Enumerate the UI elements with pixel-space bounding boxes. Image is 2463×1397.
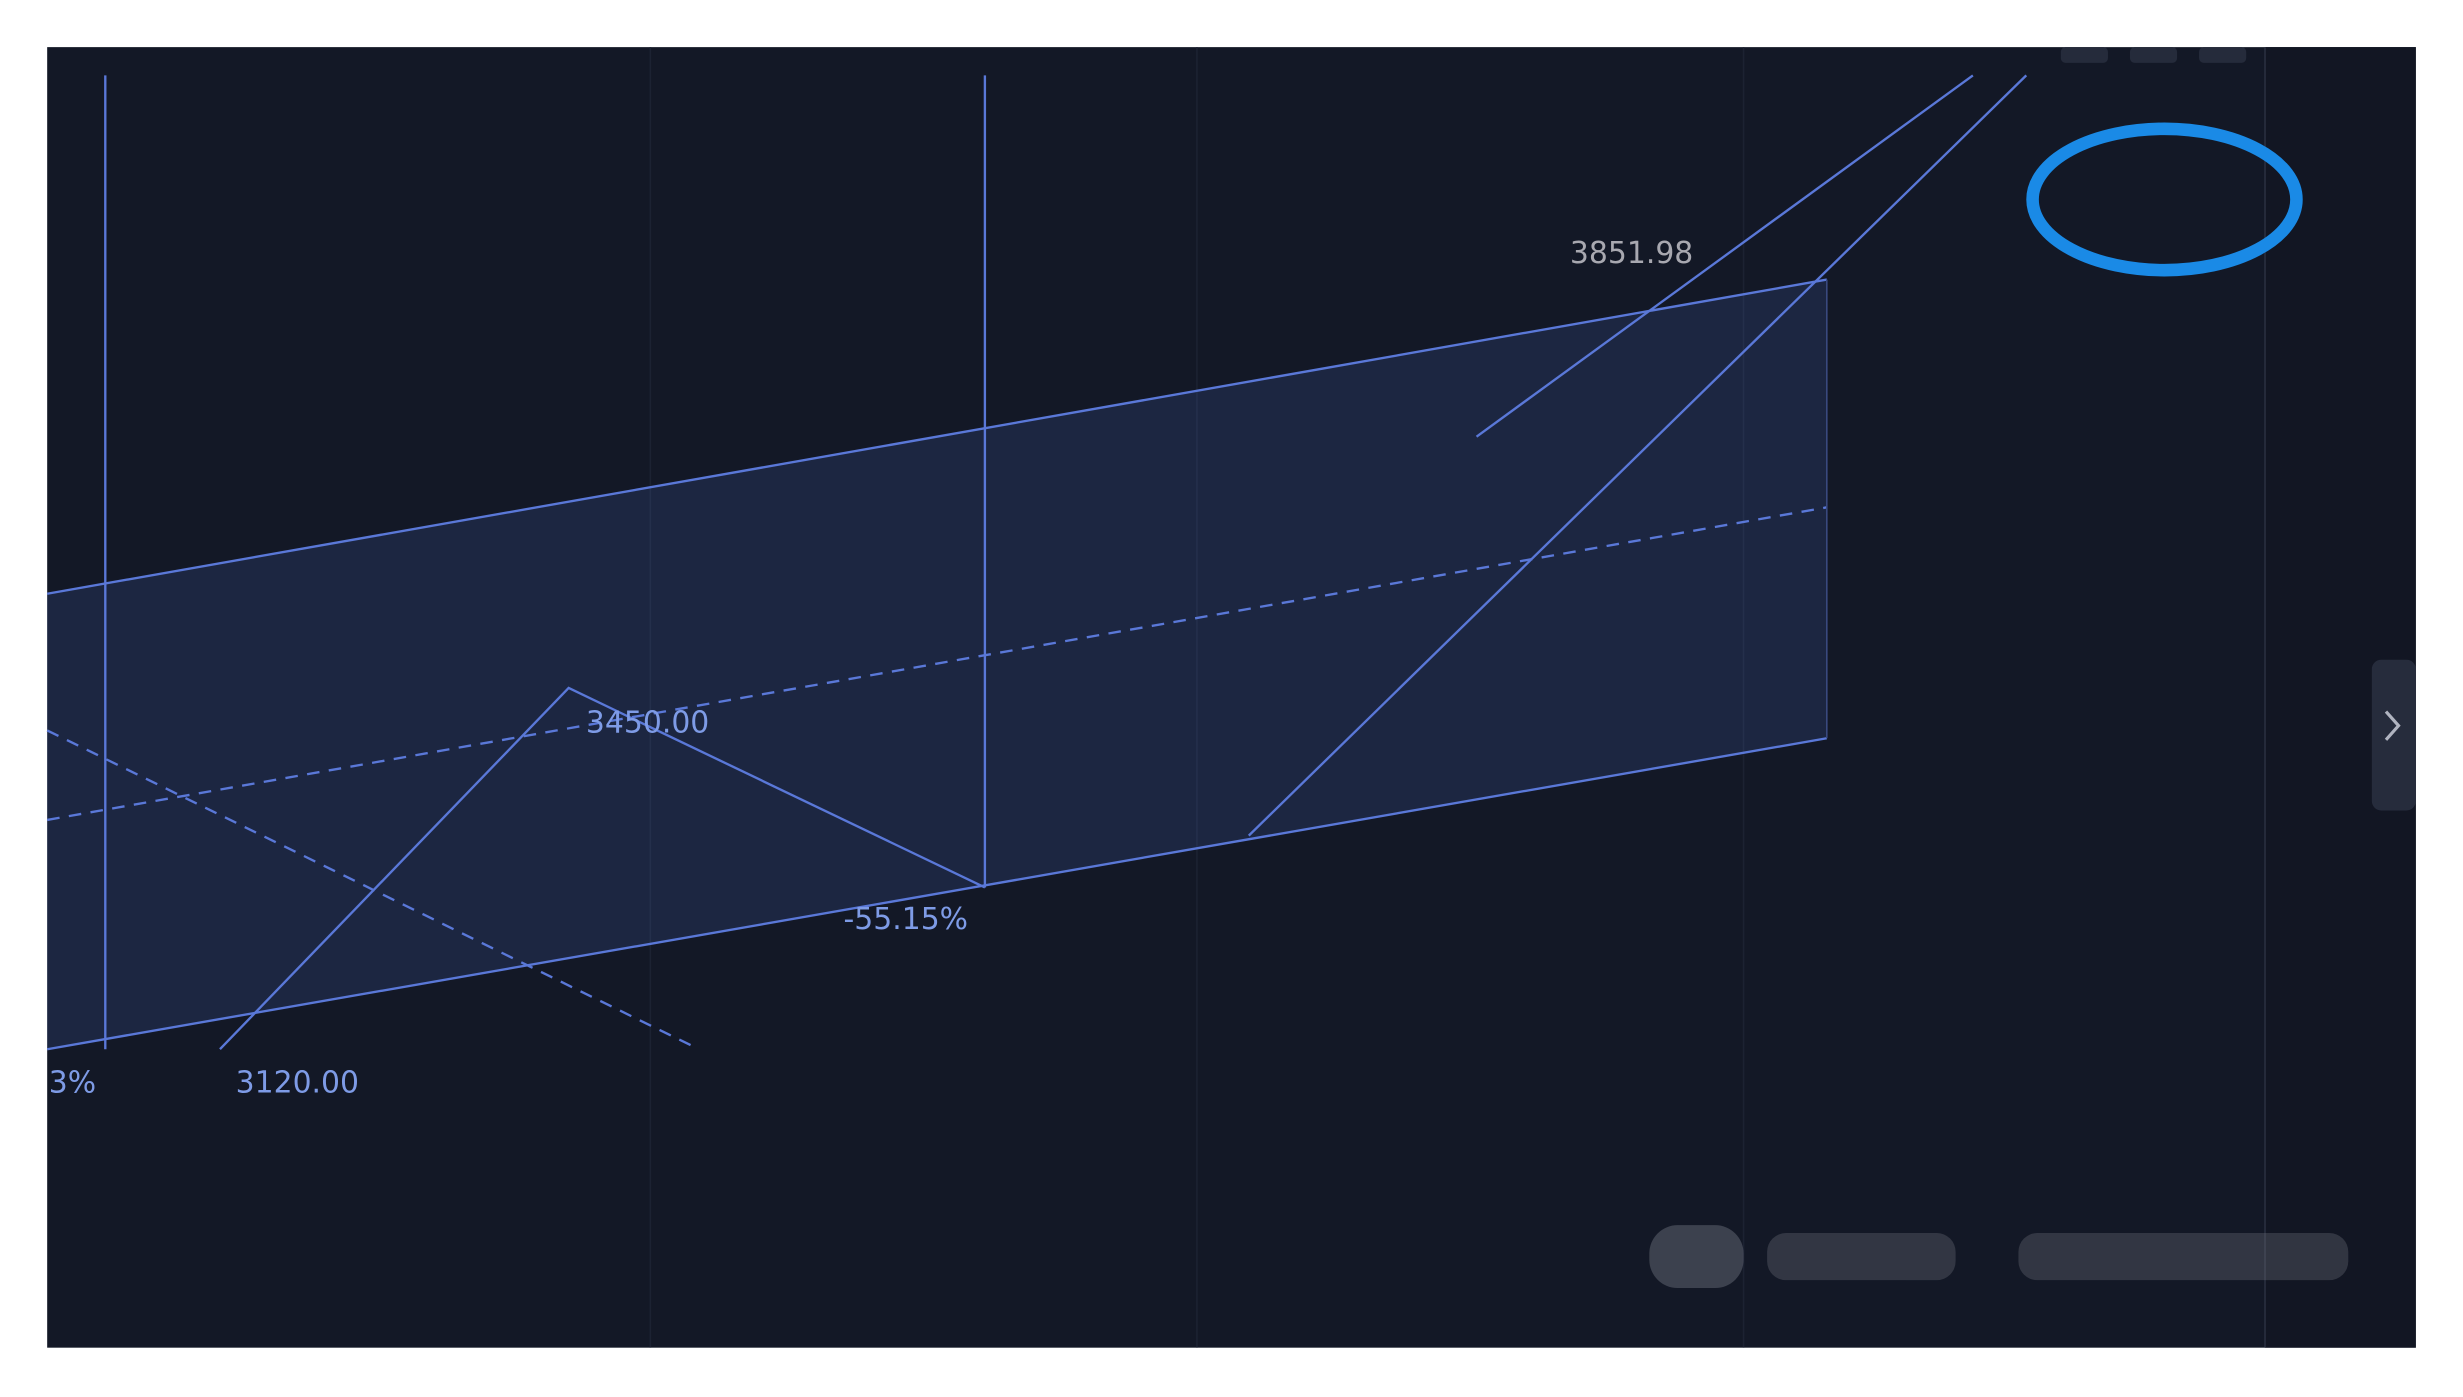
rising-line-high (1475, 74, 1974, 438)
annotation: 3450.00 (586, 706, 709, 741)
dashed-trend (46, 729, 700, 1051)
annotation: 3851.98 (1570, 236, 1693, 271)
side-tab-arrow (2384, 710, 2401, 741)
vertical-grid (649, 47, 1745, 1348)
side-tab[interactable] (2371, 659, 2416, 811)
chart-background (47, 47, 2416, 1348)
channel-bottom (46, 737, 1828, 1051)
highlight-ellipse (2026, 122, 2303, 277)
toolbar (2060, 47, 2247, 63)
annotation: 3120.00 (236, 1065, 359, 1100)
annotation: -55.15% (844, 902, 969, 937)
zigzag (219, 686, 986, 1051)
watermark (1649, 1225, 2349, 1288)
channel-top (46, 278, 1828, 595)
rising-line-low (1247, 74, 2028, 837)
annotation: 3% (49, 1065, 96, 1100)
